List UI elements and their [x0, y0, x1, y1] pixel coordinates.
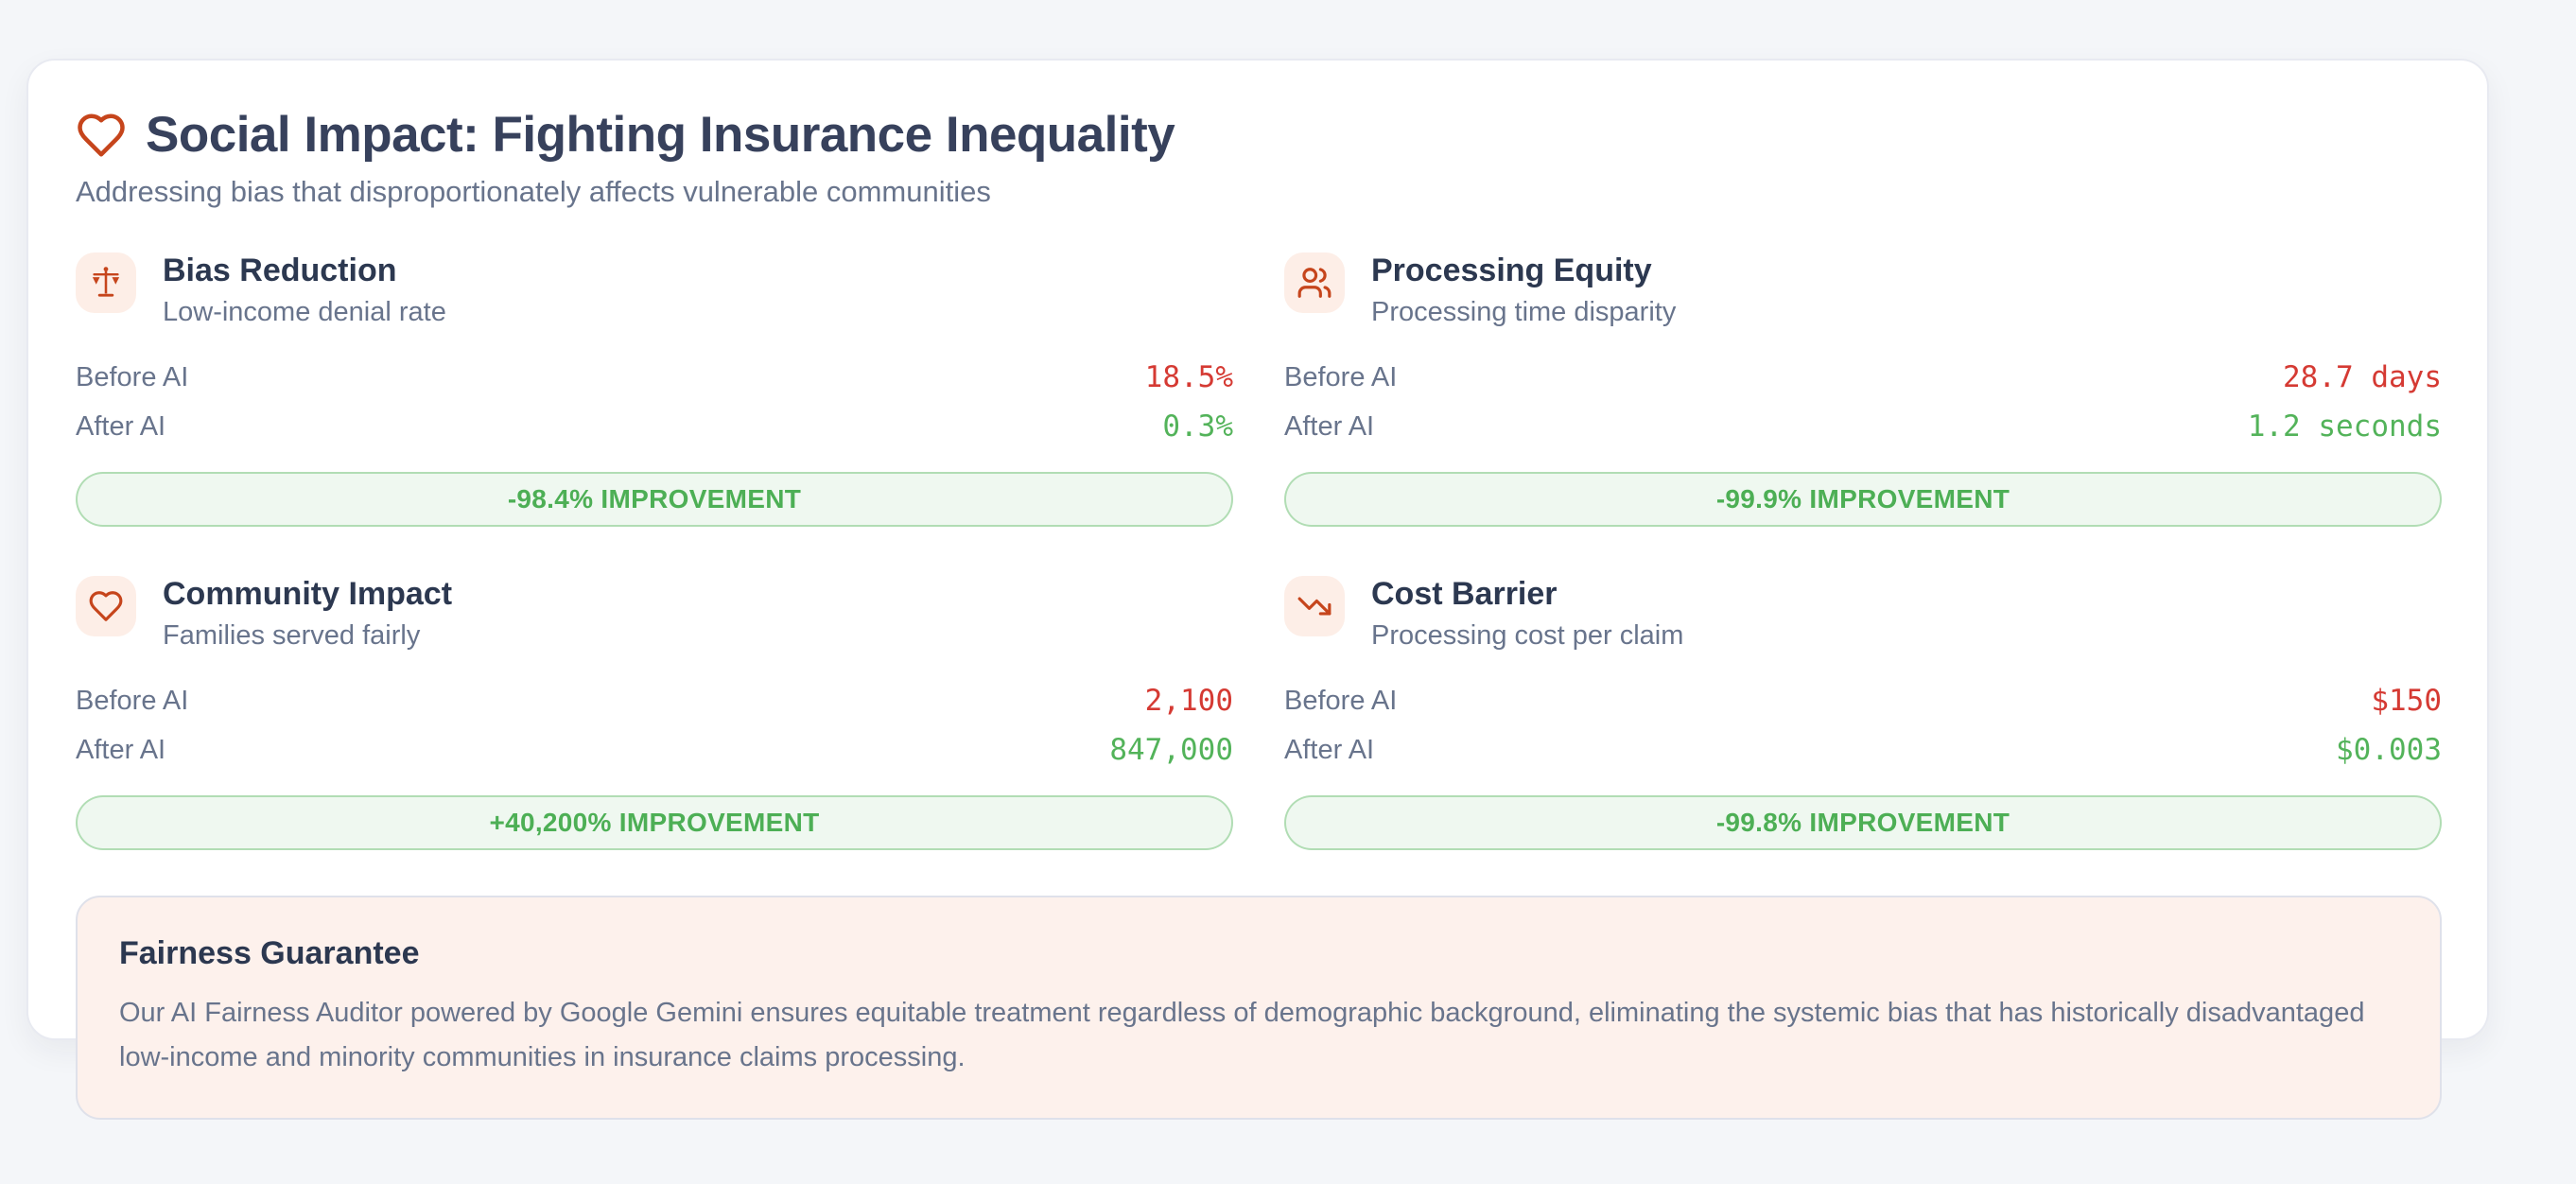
heart-icon	[78, 113, 125, 156]
metric-rows: Before AI $150 After AI $0.003	[1284, 676, 2442, 775]
metric-subtitle: Processing cost per claim	[1371, 620, 1684, 651]
before-ai-row: Before AI 2,100	[76, 676, 1233, 725]
metrics-grid: Bias Reduction Low-income denial rate Be…	[76, 252, 2442, 850]
before-ai-value: 2,100	[1144, 684, 1233, 718]
metric-header-text: Cost Barrier Processing cost per claim	[1371, 576, 1683, 652]
metric-header-text: Processing Equity Processing time dispar…	[1371, 252, 1676, 328]
metric-rows: Before AI 28.7 days After AI 1.2 seconds	[1284, 353, 2442, 451]
metric-header: Processing Equity Processing time dispar…	[1284, 252, 2442, 328]
metric-rows: Before AI 18.5% After AI 0.3%	[76, 353, 1233, 451]
fairness-title: Fairness Guarantee	[119, 935, 420, 971]
before-ai-label: Before AI	[76, 361, 189, 392]
page-subtitle: Addressing bias that disproportionately …	[76, 175, 991, 208]
before-ai-value: $150	[2371, 684, 2442, 718]
metric-title: Community Impact	[163, 576, 453, 612]
fairness-guarantee-box: Fairness Guarantee Our AI Fairness Audit…	[76, 896, 2442, 1120]
before-ai-row: Before AI 28.7 days	[1284, 353, 2442, 402]
metric-header: Community Impact Families served fairly	[76, 576, 1233, 652]
metric-card-cost-barrier: Cost Barrier Processing cost per claim B…	[1284, 576, 2442, 850]
after-ai-label: After AI	[76, 410, 166, 442]
card-header: Social Impact: Fighting Insurance Inequa…	[76, 106, 2442, 164]
metric-header-text: Community Impact Families served fairly	[163, 576, 452, 652]
heart-icon	[76, 576, 136, 636]
before-ai-value: 28.7 days	[2283, 360, 2442, 394]
metric-header: Bias Reduction Low-income denial rate	[76, 252, 1233, 328]
after-ai-value: $0.003	[2336, 733, 2442, 767]
after-ai-value: 847,000	[1109, 733, 1233, 767]
before-ai-label: Before AI	[76, 685, 189, 716]
before-ai-row: Before AI $150	[1284, 676, 2442, 725]
users-icon	[1284, 252, 1345, 313]
after-ai-row: After AI $0.003	[1284, 725, 2442, 775]
metric-card-processing-equity: Processing Equity Processing time dispar…	[1284, 252, 2442, 527]
metric-subtitle: Processing time disparity	[1371, 297, 1677, 327]
before-ai-row: Before AI 18.5%	[76, 353, 1233, 402]
improvement-badge: -99.9% IMPROVEMENT	[1284, 472, 2442, 527]
trending-down-icon	[1284, 576, 1345, 636]
metric-subtitle: Families served fairly	[163, 620, 421, 651]
metric-card-community-impact: Community Impact Families served fairly …	[76, 576, 1233, 850]
metric-card-bias-reduction: Bias Reduction Low-income denial rate Be…	[76, 252, 1233, 527]
social-impact-card: Social Impact: Fighting Insurance Inequa…	[26, 59, 2489, 1120]
metric-title: Processing Equity	[1371, 252, 1652, 288]
before-ai-label: Before AI	[1284, 685, 1398, 716]
after-ai-label: After AI	[1284, 734, 1375, 765]
metric-header: Cost Barrier Processing cost per claim	[1284, 576, 2442, 652]
before-ai-label: Before AI	[1284, 361, 1398, 392]
metric-header-text: Bias Reduction Low-income denial rate	[163, 252, 446, 328]
after-ai-row: After AI 0.3%	[76, 402, 1233, 451]
metric-title: Cost Barrier	[1371, 576, 1558, 612]
metric-subtitle: Low-income denial rate	[163, 297, 446, 327]
improvement-badge: +40,200% IMPROVEMENT	[76, 795, 1233, 850]
improvement-badge: -98.4% IMPROVEMENT	[76, 472, 1233, 527]
fairness-body: Our AI Fairness Auditor powered by Googl…	[119, 998, 2365, 1072]
after-ai-label: After AI	[1284, 410, 1375, 442]
after-ai-row: After AI 847,000	[76, 725, 1233, 775]
after-ai-value: 1.2 seconds	[2247, 409, 2442, 444]
scale-icon	[76, 252, 136, 313]
before-ai-value: 18.5%	[1144, 360, 1233, 394]
improvement-badge: -99.8% IMPROVEMENT	[1284, 795, 2442, 850]
after-ai-row: After AI 1.2 seconds	[1284, 402, 2442, 451]
after-ai-label: After AI	[76, 734, 166, 765]
metric-title: Bias Reduction	[163, 252, 397, 288]
metric-rows: Before AI 2,100 After AI 847,000	[76, 676, 1233, 775]
after-ai-value: 0.3%	[1162, 409, 1233, 444]
page-title: Social Impact: Fighting Insurance Inequa…	[146, 107, 1175, 163]
